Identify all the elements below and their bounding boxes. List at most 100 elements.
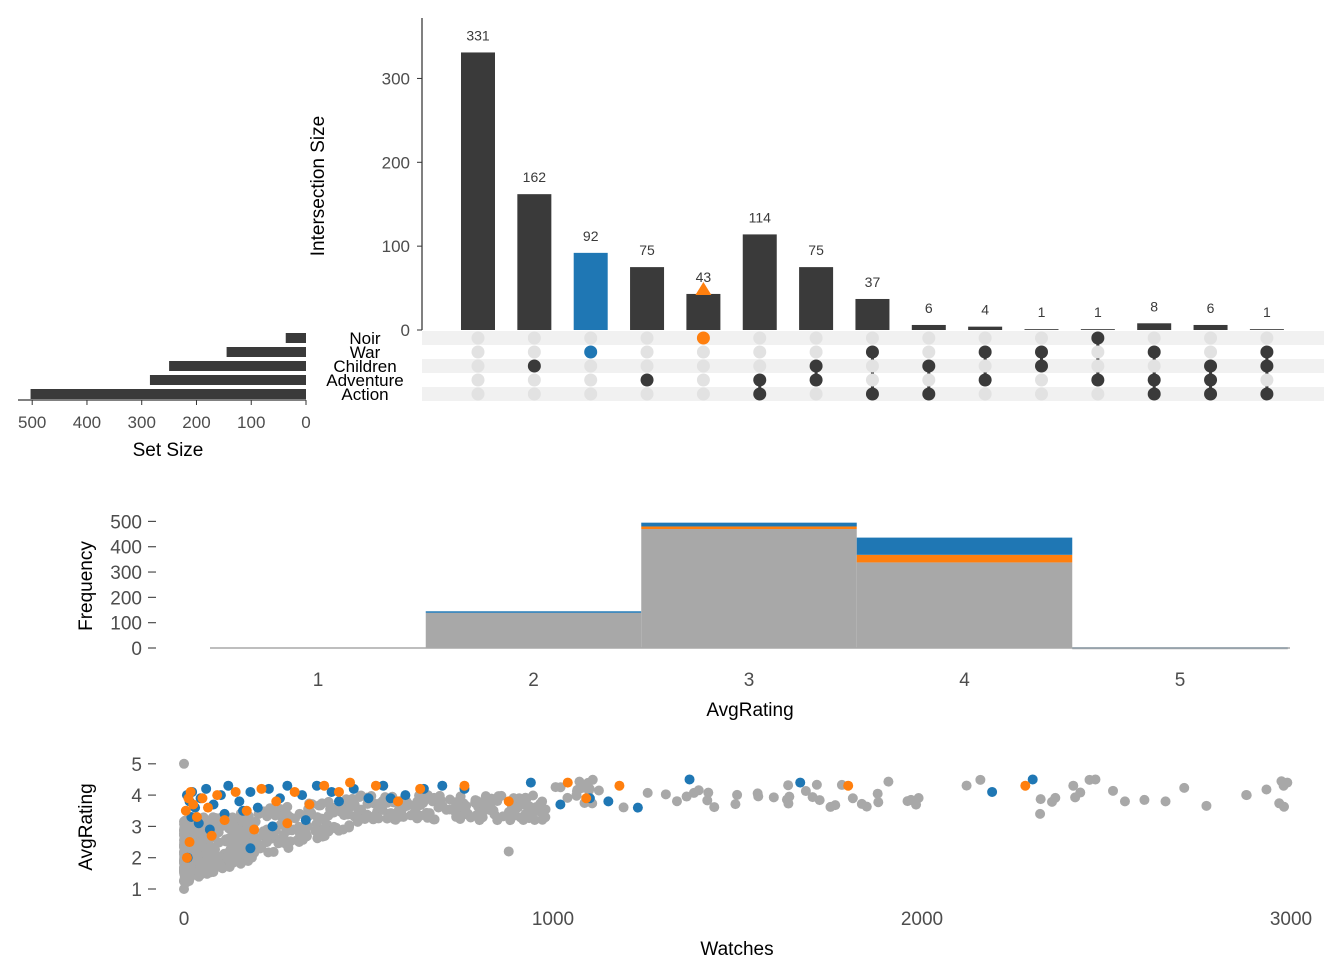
matrix-dot-inactive bbox=[640, 331, 654, 345]
scatter-point-grey bbox=[263, 847, 274, 858]
scatter-point-grey bbox=[1119, 796, 1130, 807]
scatter-point-grey bbox=[814, 795, 825, 806]
scatter-point-grey bbox=[1201, 800, 1212, 811]
scatter-point-grey bbox=[317, 827, 328, 838]
scatter-point-grey bbox=[325, 803, 336, 814]
scatter-point-grey bbox=[295, 829, 306, 840]
histogram-y-tick-label: 0 bbox=[131, 639, 142, 660]
set-size-bars bbox=[30, 333, 307, 399]
matrix-dot-active bbox=[1260, 345, 1274, 359]
scatter-point-grey bbox=[576, 783, 587, 794]
scatter-point-grey bbox=[316, 813, 327, 824]
scatter-x-tick-label: 2000 bbox=[901, 909, 943, 930]
scatter-point-grey bbox=[1179, 782, 1190, 793]
scatter-point-grey bbox=[492, 815, 503, 826]
scatter-y-axis-label: AvgRating bbox=[76, 783, 97, 870]
scatter-point-grey bbox=[660, 789, 671, 800]
histogram-y-tick-label: 200 bbox=[110, 588, 142, 609]
scatter-point-highlight bbox=[415, 783, 426, 794]
scatter-point-highlight bbox=[245, 786, 256, 797]
intersection-bar-label: 162 bbox=[523, 169, 547, 185]
scatter-point-highlight bbox=[234, 796, 245, 807]
intersection-bar-label: 75 bbox=[808, 242, 824, 258]
scatter-point-grey bbox=[193, 871, 204, 882]
intersection-y-tick-label: 300 bbox=[382, 69, 410, 88]
scatter-point-highlight bbox=[188, 799, 199, 810]
scatter-point-highlight bbox=[333, 786, 344, 797]
matrix-dot-inactive bbox=[584, 373, 598, 387]
scatter-point-grey bbox=[279, 838, 290, 849]
set-size-x-tick-label: 300 bbox=[128, 413, 156, 432]
matrix-dot-inactive bbox=[1260, 331, 1274, 345]
matrix-dot-inactive bbox=[696, 387, 710, 401]
scatter-point-grey bbox=[883, 776, 894, 787]
scatter-point-grey bbox=[703, 787, 714, 798]
histogram-bar-segment bbox=[425, 611, 642, 613]
matrix-dot-inactive bbox=[1147, 359, 1161, 373]
scatter-point-grey bbox=[355, 790, 366, 801]
histogram-x-tick-label: 3 bbox=[744, 670, 755, 691]
scatter-point-highlight bbox=[245, 843, 256, 854]
scatter-point-highlight bbox=[581, 793, 592, 804]
scatter-point-grey bbox=[377, 804, 388, 815]
matrix-dot-inactive bbox=[696, 359, 710, 373]
scatter-point-highlight bbox=[345, 777, 356, 788]
intersection-bar-label: 331 bbox=[466, 27, 490, 43]
scatter-point-highlight bbox=[614, 780, 625, 791]
scatter-point-grey bbox=[258, 826, 269, 837]
scatter-point-grey bbox=[243, 851, 254, 862]
matrix-dot-active bbox=[865, 345, 879, 359]
scatter-point-grey bbox=[975, 774, 986, 785]
matrix-dot-active bbox=[1147, 345, 1161, 359]
matrix-dot-inactive bbox=[527, 345, 541, 359]
scatter-point-highlight bbox=[400, 790, 411, 801]
scatter-point-grey bbox=[201, 866, 212, 877]
matrix-dot-inactive bbox=[865, 373, 879, 387]
matrix-dot-inactive bbox=[527, 387, 541, 401]
scatter-point-highlight bbox=[326, 786, 337, 797]
intersection-y-tick-label: 200 bbox=[382, 153, 410, 172]
scatter-point-grey bbox=[1035, 808, 1046, 819]
matrix-dot-inactive bbox=[978, 331, 992, 345]
scatter-point-highlight bbox=[282, 780, 293, 791]
matrix-dot-inactive bbox=[527, 331, 541, 345]
scatter-point-grey bbox=[1050, 792, 1061, 803]
matrix-dot-inactive bbox=[978, 359, 992, 373]
scatter-point-highlight bbox=[202, 802, 213, 813]
matrix-dot-inactive bbox=[1035, 373, 1048, 387]
scatter-point-grey bbox=[873, 797, 884, 808]
matrix-dot-inactive bbox=[1204, 345, 1218, 359]
histogram-bar-segment bbox=[641, 526, 857, 529]
matrix-dot-inactive bbox=[1091, 345, 1105, 359]
scatter-point-highlight bbox=[256, 783, 267, 794]
matrix-dot-active bbox=[696, 331, 710, 345]
scatter-point-grey bbox=[333, 825, 344, 836]
scatter-x-tick-label: 0 bbox=[179, 909, 190, 930]
scatter-point-grey bbox=[222, 850, 233, 861]
scatter-point-highlight bbox=[206, 830, 217, 841]
scatter-point-highlight bbox=[333, 796, 344, 807]
scatter-point-grey bbox=[390, 814, 401, 825]
scatter-point-grey bbox=[535, 806, 546, 817]
scatter-point-grey bbox=[351, 811, 362, 822]
matrix-dot-inactive bbox=[584, 359, 598, 373]
matrix-dot-inactive bbox=[640, 345, 654, 359]
matrix-dot-active bbox=[1204, 373, 1218, 387]
scatter-point-grey bbox=[290, 813, 301, 824]
scatter-point-grey bbox=[450, 797, 461, 808]
intersection-bar bbox=[1249, 329, 1284, 330]
histogram-y-axis-label: Frequency bbox=[76, 541, 97, 631]
scatter-point-grey bbox=[681, 791, 692, 802]
histogram-bar-segment bbox=[856, 554, 1073, 563]
scatter-point-highlight bbox=[289, 786, 300, 797]
intersection-bars: 331 162 92 75 43 114 75 37 6 4 1 1 8 6 1 bbox=[461, 27, 1284, 330]
histogram-bar-segment bbox=[425, 612, 642, 648]
matrix-dot-active bbox=[1035, 345, 1048, 359]
intersection-bar-label: 75 bbox=[639, 242, 655, 258]
scatter-point-highlight bbox=[370, 780, 381, 791]
set-size-x-ticks: 500 400 300 200 100 0 bbox=[18, 400, 311, 432]
matrix-dot-active bbox=[978, 345, 992, 359]
scatter-point-grey bbox=[562, 792, 573, 803]
scatter-point-highlight bbox=[1027, 774, 1038, 785]
